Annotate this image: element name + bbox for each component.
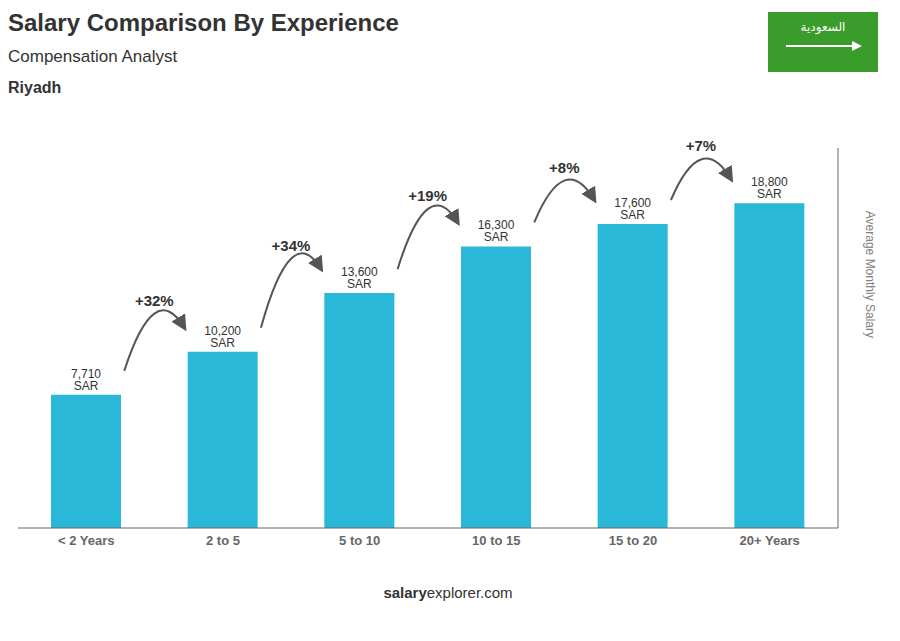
svg-text:10,200SAR: 10,200SAR <box>204 324 241 350</box>
svg-text:2 to 5: 2 to 5 <box>206 533 240 548</box>
svg-text:< 2 Years: < 2 Years <box>58 533 115 548</box>
svg-text:5 to 10: 5 to 10 <box>339 533 380 548</box>
svg-text:+7%: +7% <box>686 137 716 154</box>
svg-text:+34%: +34% <box>272 237 311 254</box>
svg-text:17,600SAR: 17,600SAR <box>614 196 651 222</box>
html-text:Riyadh: Riyadh <box>8 79 62 96</box>
svg-text:10 to 15: 10 to 15 <box>472 533 520 548</box>
svg-text:20+ Years: 20+ Years <box>740 533 800 548</box>
svg-text:13,600SAR: 13,600SAR <box>341 265 378 291</box>
svg-text:15 to 20: 15 to 20 <box>609 533 657 548</box>
svg-text:7,710SAR: 7,710SAR <box>71 367 101 393</box>
html-text:salary explorer.com: salary explorer.com <box>383 584 513 601</box>
svg-text:Average Monthly Salary: Average Monthly Salary <box>863 211 877 338</box>
svg-text:18,800SAR: 18,800SAR <box>751 175 788 201</box>
svg-text:+19%: +19% <box>408 187 447 204</box>
html-text:السعودية: السعودية <box>800 20 846 34</box>
html-text:Salary Comparison By Experienc: Salary Comparison By Experience <box>8 9 399 36</box>
svg-text:16,300SAR: 16,300SAR <box>478 218 515 244</box>
svg-text:+8%: +8% <box>549 159 579 176</box>
html-text:Compensation Analyst: Compensation Analyst <box>8 47 178 66</box>
svg-text:+32%: +32% <box>135 292 174 309</box>
